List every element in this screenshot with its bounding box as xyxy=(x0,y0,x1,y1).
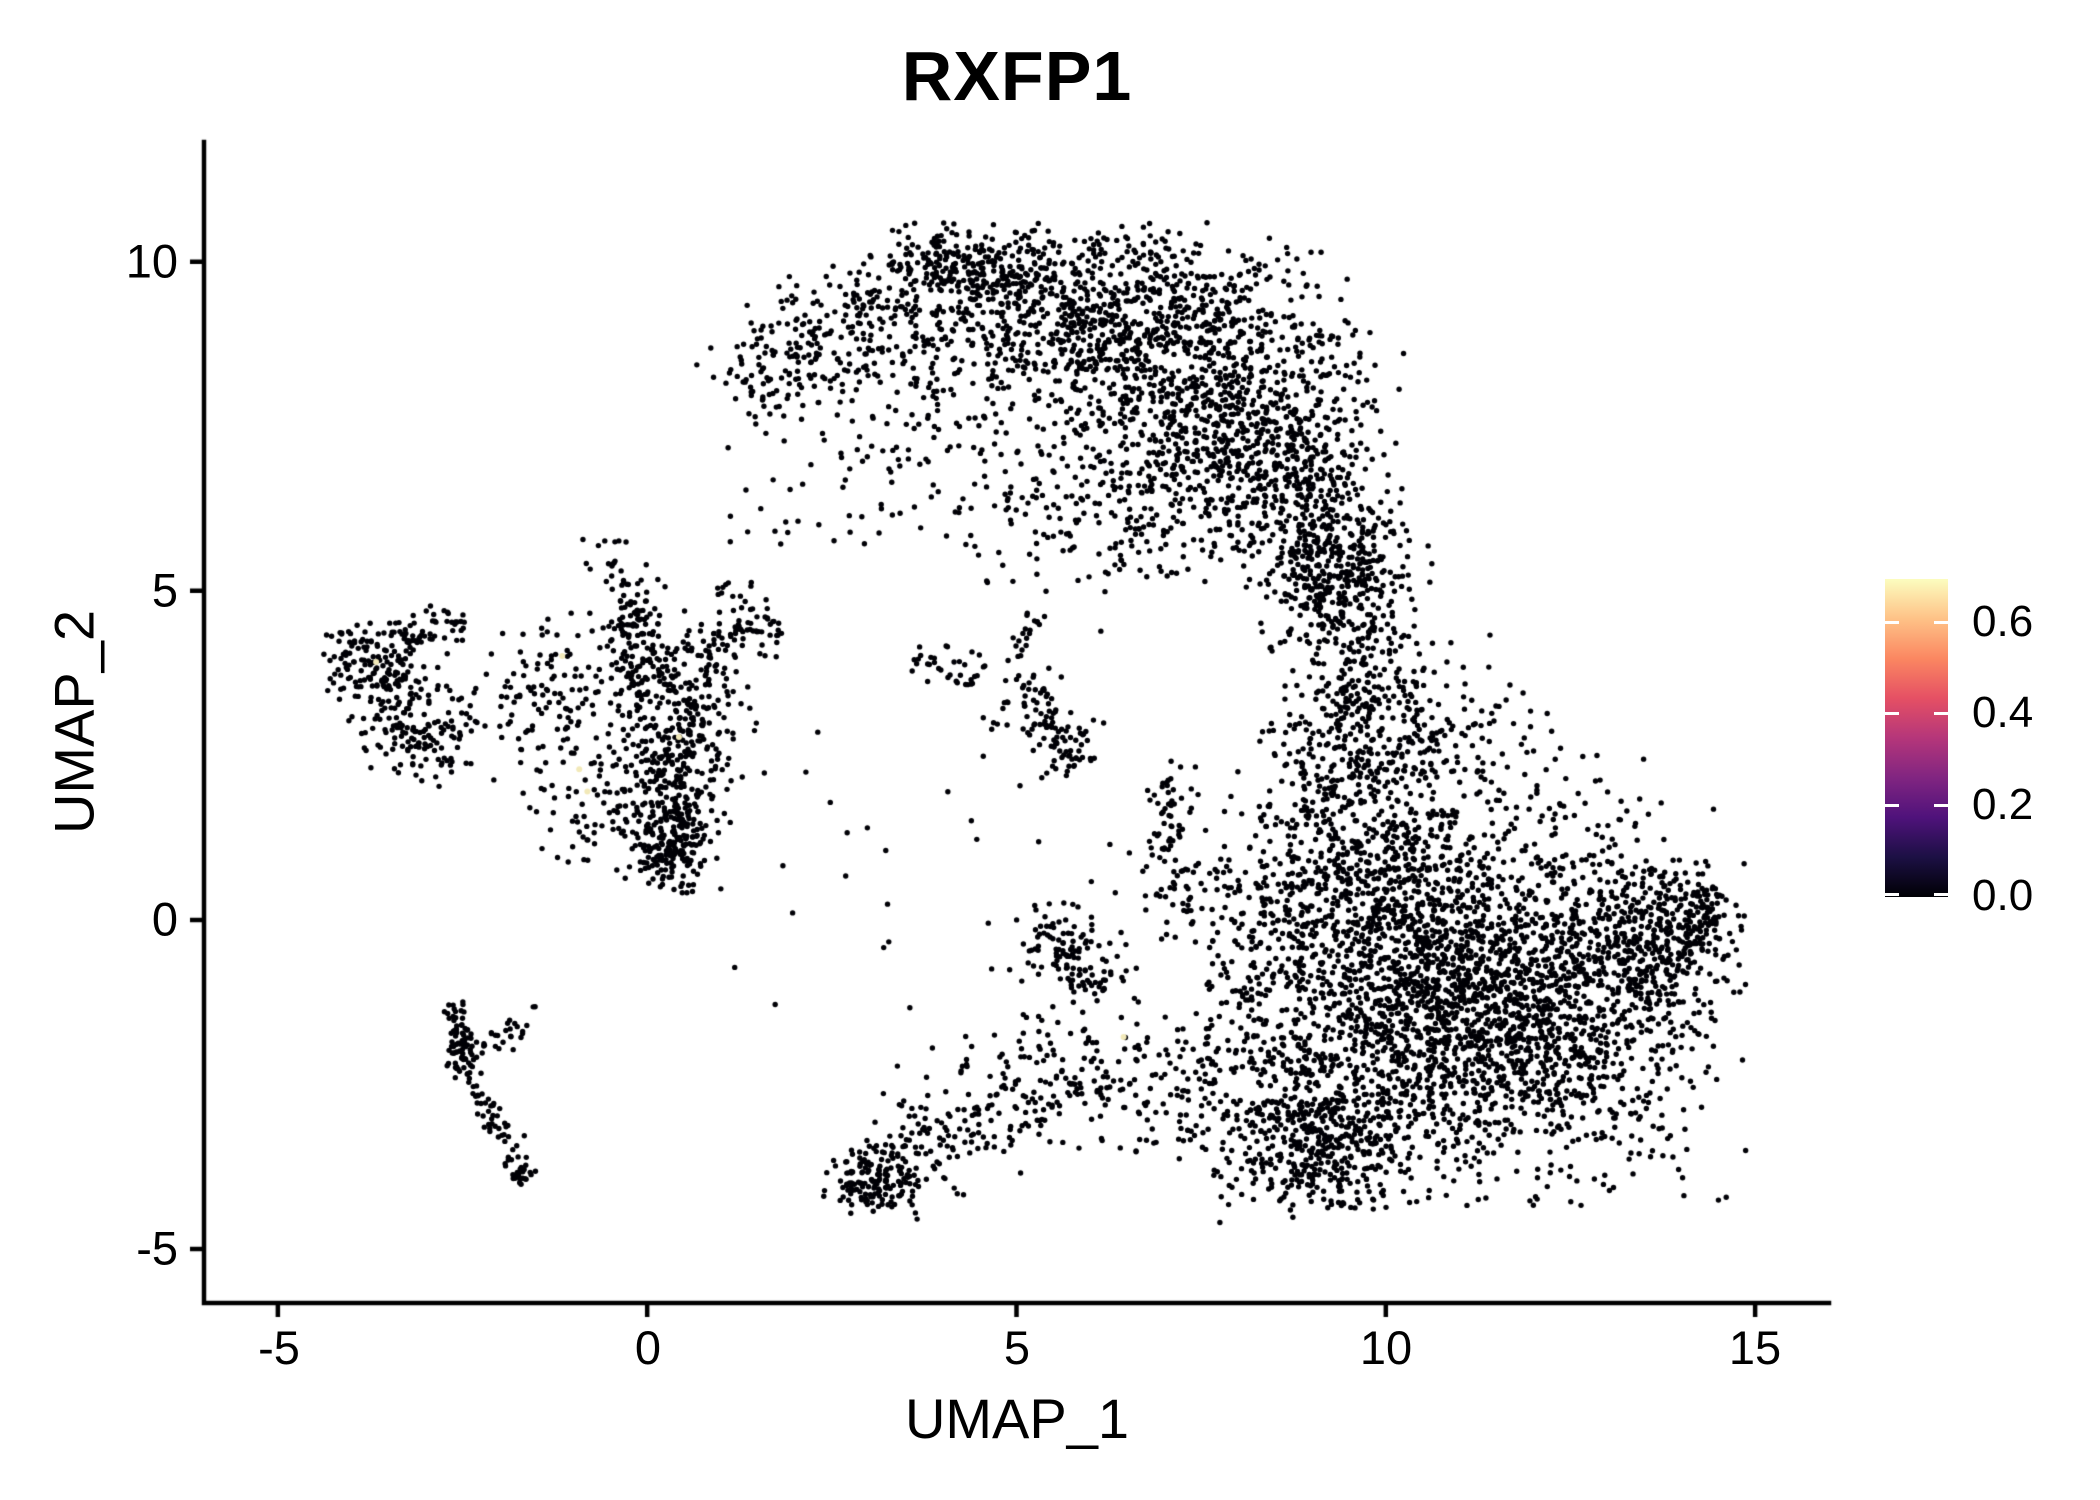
colorbar-tick-mark xyxy=(1934,620,1948,624)
y-tick-label: -5 xyxy=(136,1221,178,1275)
x-tick-label: -5 xyxy=(258,1321,300,1374)
x-tick-label: 10 xyxy=(1359,1321,1413,1374)
plot-title: RXFP1 xyxy=(901,37,1133,115)
colorbar-tick-label: 0.0 xyxy=(1972,871,2034,920)
y-axis-title: UMAP_2 xyxy=(42,609,106,835)
y-tick-label: 0 xyxy=(151,892,178,946)
colorbar-tick-label: 0.2 xyxy=(1972,780,2034,829)
colorbar-tick-mark xyxy=(1885,620,1899,624)
colorbar-gradient xyxy=(1885,579,1948,897)
colorbar-tick-mark xyxy=(1934,803,1948,807)
colorbar-tick-label: 0.6 xyxy=(1972,597,2034,646)
x-tick-label: 5 xyxy=(1003,1321,1031,1374)
colorbar-tick-mark xyxy=(1934,893,1948,896)
colorbar-tick-mark xyxy=(1885,803,1899,807)
x-axis-title: UMAP_1 xyxy=(904,1387,1130,1450)
colorbar-tick-label: 0.4 xyxy=(1972,688,2034,737)
x-tick-label: 15 xyxy=(1728,1321,1782,1374)
colorbar-tick-mark xyxy=(1885,712,1899,716)
y-tick-label: 5 xyxy=(151,563,178,617)
colorbar-tick-mark xyxy=(1885,893,1899,896)
y-tick-label: 10 xyxy=(125,234,178,288)
colorbar-tick-mark xyxy=(1934,712,1948,716)
x-tick-label: 0 xyxy=(634,1321,662,1374)
